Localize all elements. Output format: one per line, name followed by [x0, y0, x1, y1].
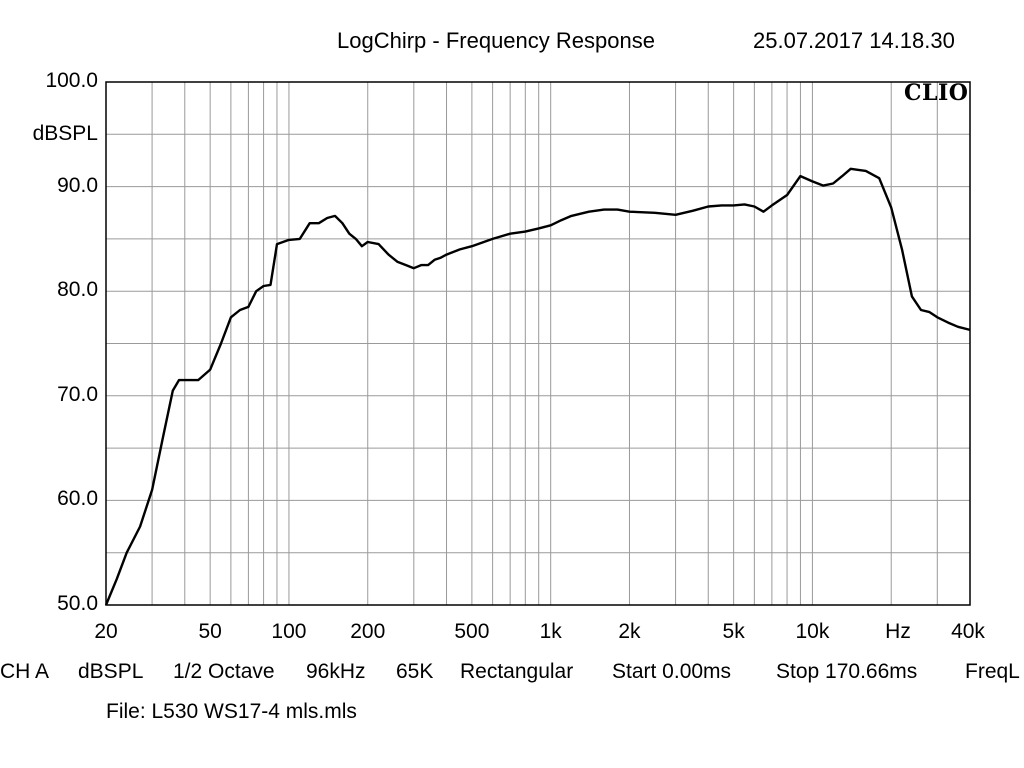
timestamp: 25.07.2017 14.18.30 [753, 28, 955, 53]
x-tick-label: 5k [722, 620, 745, 643]
y-tick-label: 50.0 [57, 592, 98, 615]
x-tick-label: 1k [539, 620, 562, 643]
info-field: Start 0.00ms [612, 660, 732, 683]
y-tick-label: 80.0 [57, 278, 98, 302]
x-tick-label: 10k [795, 620, 830, 643]
x-tick-label: 20 [94, 620, 118, 643]
minor-gridlines [106, 82, 970, 605]
info-field: FreqL [965, 660, 1020, 683]
y-tick-label: 60.0 [57, 487, 98, 511]
x-tick-label: 100 [271, 620, 307, 643]
y-tick-label: 90.0 [57, 173, 98, 197]
info-field: 1/2 Octave [173, 660, 275, 683]
y-axis-label: dBSPL [32, 122, 98, 145]
x-tick-label: 500 [454, 620, 490, 643]
frequency-response-curve [104, 167, 971, 606]
y-tick-label: 100.0 [45, 69, 98, 92]
x-tick-label: 50 [198, 620, 222, 643]
x-tick-label: 2k [618, 620, 641, 643]
chart-title: LogChirp - Frequency Response [337, 28, 655, 53]
info-field: Rectangular [460, 660, 574, 683]
info-field: Stop 170.66ms [776, 660, 918, 683]
info-field: 65K [396, 660, 434, 683]
info-field: dBSPL [78, 660, 144, 683]
info-field: CH A [0, 660, 50, 683]
plot-frame [105, 81, 971, 606]
clio-logo: CLIO [904, 80, 969, 106]
x-axis-label: Hz [885, 620, 911, 643]
info-field: 96kHz [306, 660, 366, 683]
x-tick-label: 200 [350, 620, 386, 643]
file-name: File: L530 WS17-4 mls.mls [106, 700, 357, 723]
y-tick-label: 70.0 [57, 382, 98, 406]
x-tick-label: 40k [951, 620, 985, 643]
